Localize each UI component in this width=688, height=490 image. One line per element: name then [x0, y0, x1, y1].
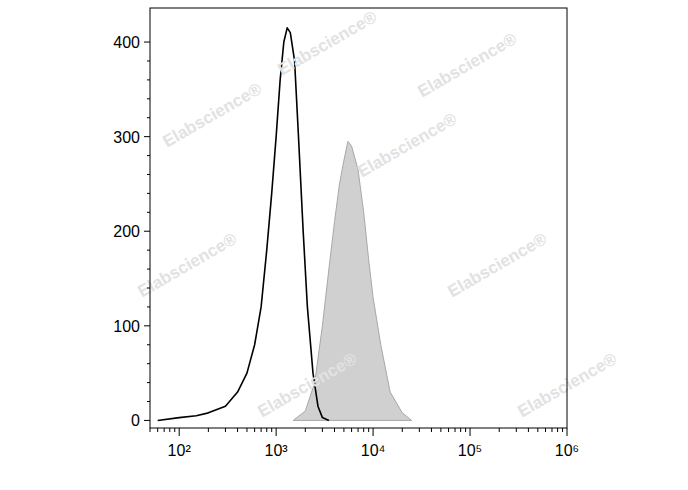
x-minor-tick: [551, 428, 552, 432]
y-tick-label: 400: [113, 34, 140, 51]
y-tick-label: 300: [113, 129, 140, 146]
x-minor-tick: [157, 428, 158, 432]
y-minor-tick: [147, 269, 150, 270]
y-minor-tick: [147, 288, 150, 289]
x-tick: [567, 428, 568, 436]
x-minor-tick: [225, 428, 226, 432]
x-minor-tick: [557, 428, 558, 432]
y-minor-tick: [147, 117, 150, 118]
watermark: Elabscience®: [415, 29, 521, 101]
y-minor-tick: [147, 174, 150, 175]
x-tick-label: 10²: [168, 442, 192, 459]
x-minor-tick: [499, 428, 500, 432]
chart: Elabscience®Elabscience®Elabscience®Elab…: [0, 0, 688, 490]
x-minor-tick: [440, 428, 441, 432]
plot-area: [158, 28, 412, 421]
x-minor-tick: [402, 428, 403, 432]
x-minor-tick: [363, 428, 364, 432]
x-minor-tick: [431, 428, 432, 432]
y-minor-tick: [147, 98, 150, 99]
x-minor-tick: [271, 428, 272, 432]
y-tick: [144, 325, 150, 326]
y-minor-tick: [147, 155, 150, 156]
y-minor-tick: [147, 382, 150, 383]
x-minor-tick: [528, 428, 529, 432]
x-minor-tick: [334, 428, 335, 432]
watermark: Elabscience®: [355, 109, 461, 181]
x-minor-tick: [266, 428, 267, 432]
y-tick: [144, 136, 150, 137]
x-minor-tick: [562, 428, 563, 432]
line-series: [158, 28, 329, 421]
x-minor-tick: [237, 428, 238, 432]
x-minor-tick: [343, 428, 344, 432]
x-tick: [179, 428, 180, 436]
x-minor-tick: [261, 428, 262, 432]
x-minor-tick: [460, 428, 461, 432]
y-minor-tick: [147, 250, 150, 251]
x-minor-tick: [537, 428, 538, 432]
watermark: Elabscience®: [255, 349, 361, 421]
x-minor-tick: [322, 428, 323, 432]
x-tick-label: 10⁴: [361, 442, 386, 459]
y-tick-label: 0: [131, 412, 140, 429]
x-tick-label: 10⁶: [555, 442, 579, 459]
x-tick-label: 10³: [265, 442, 289, 459]
y-minor-tick: [147, 79, 150, 80]
x-minor-tick: [164, 428, 165, 432]
y-tick: [144, 231, 150, 232]
y-minor-tick: [147, 363, 150, 364]
x-minor-tick: [174, 428, 175, 432]
y-minor-tick: [147, 344, 150, 345]
x-tick: [470, 428, 471, 436]
watermark: Elabscience®: [160, 79, 266, 151]
watermark: Elabscience®: [445, 229, 551, 301]
x-minor-tick: [419, 428, 420, 432]
x-minor-tick: [208, 428, 209, 432]
x-minor-tick: [455, 428, 456, 432]
x-minor-tick: [368, 428, 369, 432]
x-minor-tick: [169, 428, 170, 432]
x-minor-tick: [516, 428, 517, 432]
y-minor-tick: [147, 193, 150, 194]
y-tick: [144, 420, 150, 421]
y-tick: [144, 42, 150, 43]
x-minor-tick: [254, 428, 255, 432]
x-minor-tick: [351, 428, 352, 432]
x-minor-tick: [465, 428, 466, 432]
x-minor-tick: [545, 428, 546, 432]
y-minor-tick: [147, 212, 150, 213]
y-minor-tick: [147, 60, 150, 61]
x-minor-tick: [448, 428, 449, 432]
y-tick-label: 200: [113, 223, 140, 240]
x-tick: [276, 428, 277, 436]
x-minor-tick: [246, 428, 247, 432]
frame: [150, 8, 567, 428]
y-tick-label: 100: [113, 318, 140, 335]
x-minor-tick: [150, 428, 151, 432]
y-minor-tick: [147, 306, 150, 307]
x-tick-label: 10⁵: [458, 442, 482, 459]
x-tick: [373, 428, 374, 436]
x-minor-tick: [305, 428, 306, 432]
watermark: Elabscience®: [275, 7, 381, 79]
x-minor-tick: [358, 428, 359, 432]
y-minor-tick: [147, 401, 150, 402]
